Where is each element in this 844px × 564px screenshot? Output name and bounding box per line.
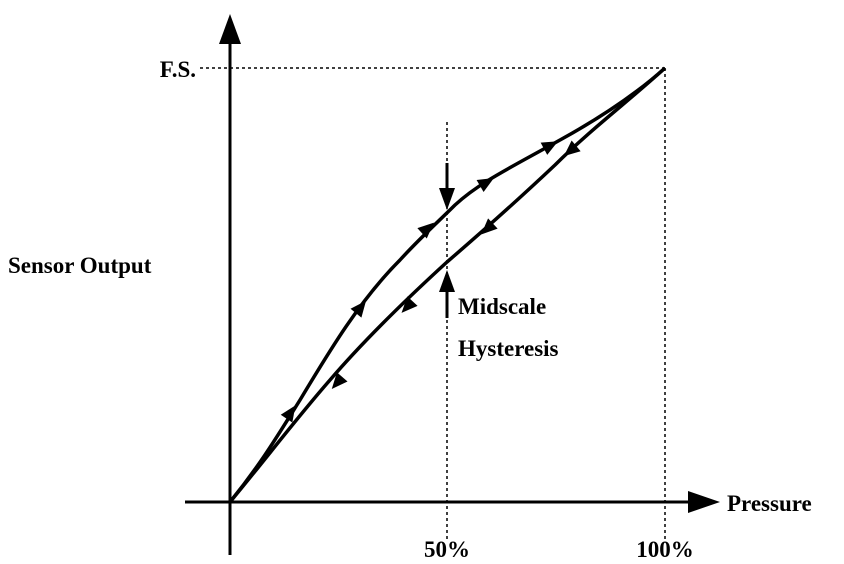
arrowhead — [563, 140, 581, 157]
annotation: Hysteresis — [458, 336, 559, 361]
arrowhead — [540, 141, 559, 155]
arrowhead — [350, 300, 367, 318]
arrowhead — [280, 405, 296, 423]
arrowhead — [401, 296, 418, 313]
annotation: Midscale — [458, 294, 546, 319]
x-tick-label: 100% — [636, 537, 694, 562]
decreasing-curve — [228, 66, 667, 504]
curve-arrows — [280, 140, 581, 423]
down-indicator-head — [439, 188, 455, 210]
y-axis-arrowhead — [219, 14, 241, 44]
arrowhead — [417, 222, 434, 239]
x-axis-arrowhead — [688, 491, 720, 513]
full-scale-label: F.S. — [160, 57, 196, 82]
x-tick-label: 50% — [424, 537, 470, 562]
up-indicator-head — [439, 270, 455, 292]
arrowhead — [331, 372, 348, 390]
arrowhead — [476, 178, 494, 193]
arrowhead — [481, 218, 498, 235]
x-axis-label: Pressure — [727, 491, 812, 516]
y-axis-label: Sensor Output — [8, 253, 152, 278]
